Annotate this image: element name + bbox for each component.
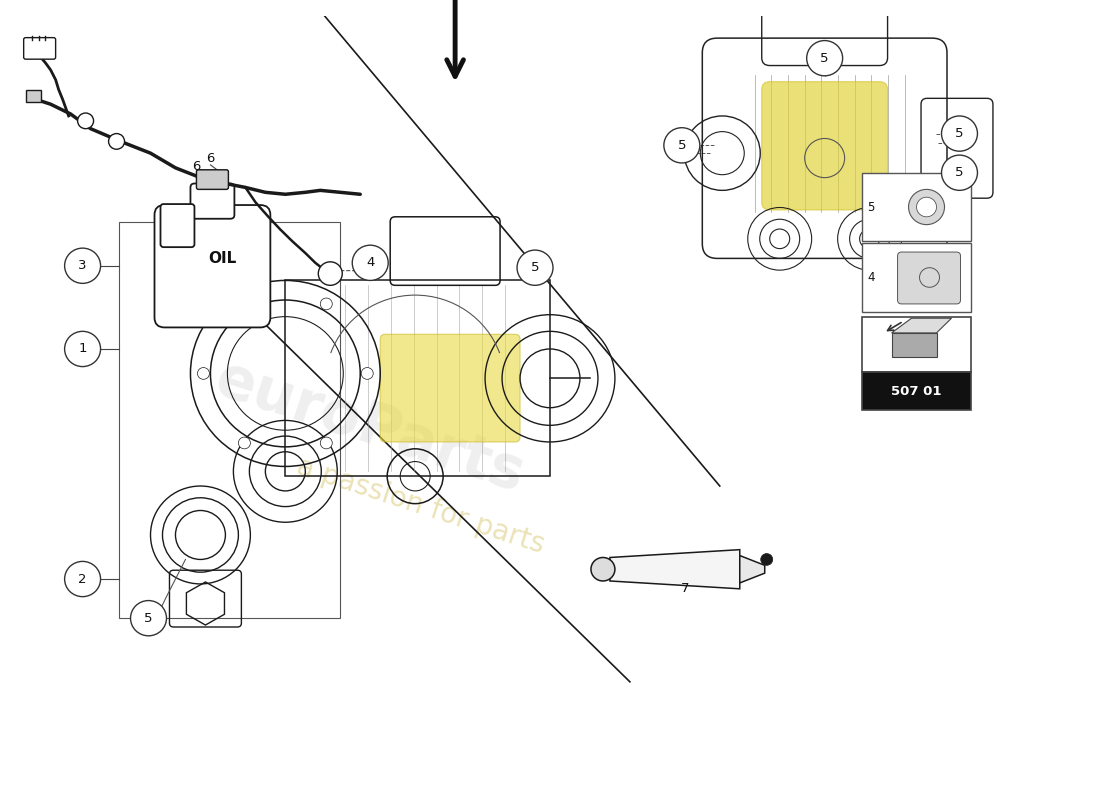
Circle shape [916,198,936,217]
FancyBboxPatch shape [197,170,229,190]
Circle shape [664,128,700,163]
Circle shape [65,331,100,366]
FancyBboxPatch shape [861,373,971,410]
FancyBboxPatch shape [24,38,56,59]
Circle shape [65,248,100,283]
Text: 4: 4 [366,256,374,270]
Circle shape [942,116,978,151]
Text: 5: 5 [678,139,686,152]
FancyBboxPatch shape [898,252,960,304]
Text: 2: 2 [78,573,87,586]
Circle shape [352,245,388,281]
Text: 4: 4 [868,271,876,284]
Circle shape [320,437,332,449]
Text: 507 01: 507 01 [891,385,942,398]
Text: 5: 5 [868,201,875,214]
Polygon shape [740,555,764,583]
Circle shape [239,437,251,449]
Text: 5: 5 [821,52,829,65]
Circle shape [909,190,945,225]
FancyBboxPatch shape [161,204,195,247]
Text: 1: 1 [78,342,87,355]
FancyBboxPatch shape [190,183,234,218]
Text: OIL: OIL [208,251,236,266]
FancyBboxPatch shape [861,317,971,373]
Circle shape [806,41,843,76]
Circle shape [109,134,124,150]
Polygon shape [609,550,740,589]
Text: 5: 5 [531,262,539,274]
Text: a passion for parts: a passion for parts [293,452,548,559]
Circle shape [761,554,772,566]
Circle shape [591,558,615,581]
Circle shape [65,562,100,597]
FancyBboxPatch shape [861,243,971,312]
Text: 7: 7 [681,582,689,595]
Circle shape [361,367,373,379]
Text: 5: 5 [955,166,964,179]
Circle shape [78,113,94,129]
Circle shape [197,367,209,379]
Text: euroParts: euroParts [208,350,532,504]
Circle shape [131,601,166,636]
Circle shape [517,250,553,286]
FancyBboxPatch shape [381,334,520,442]
Circle shape [320,298,332,310]
FancyBboxPatch shape [154,205,271,327]
Circle shape [239,298,251,310]
Polygon shape [892,333,936,358]
Polygon shape [892,318,952,333]
Text: 5: 5 [144,612,153,625]
Text: 3: 3 [78,259,87,272]
Text: 6: 6 [206,151,214,165]
FancyBboxPatch shape [761,82,888,210]
Text: 5: 5 [955,127,964,140]
FancyBboxPatch shape [861,173,971,242]
Circle shape [318,262,342,286]
Polygon shape [25,90,41,102]
Text: 6: 6 [192,160,200,174]
Circle shape [942,155,978,190]
